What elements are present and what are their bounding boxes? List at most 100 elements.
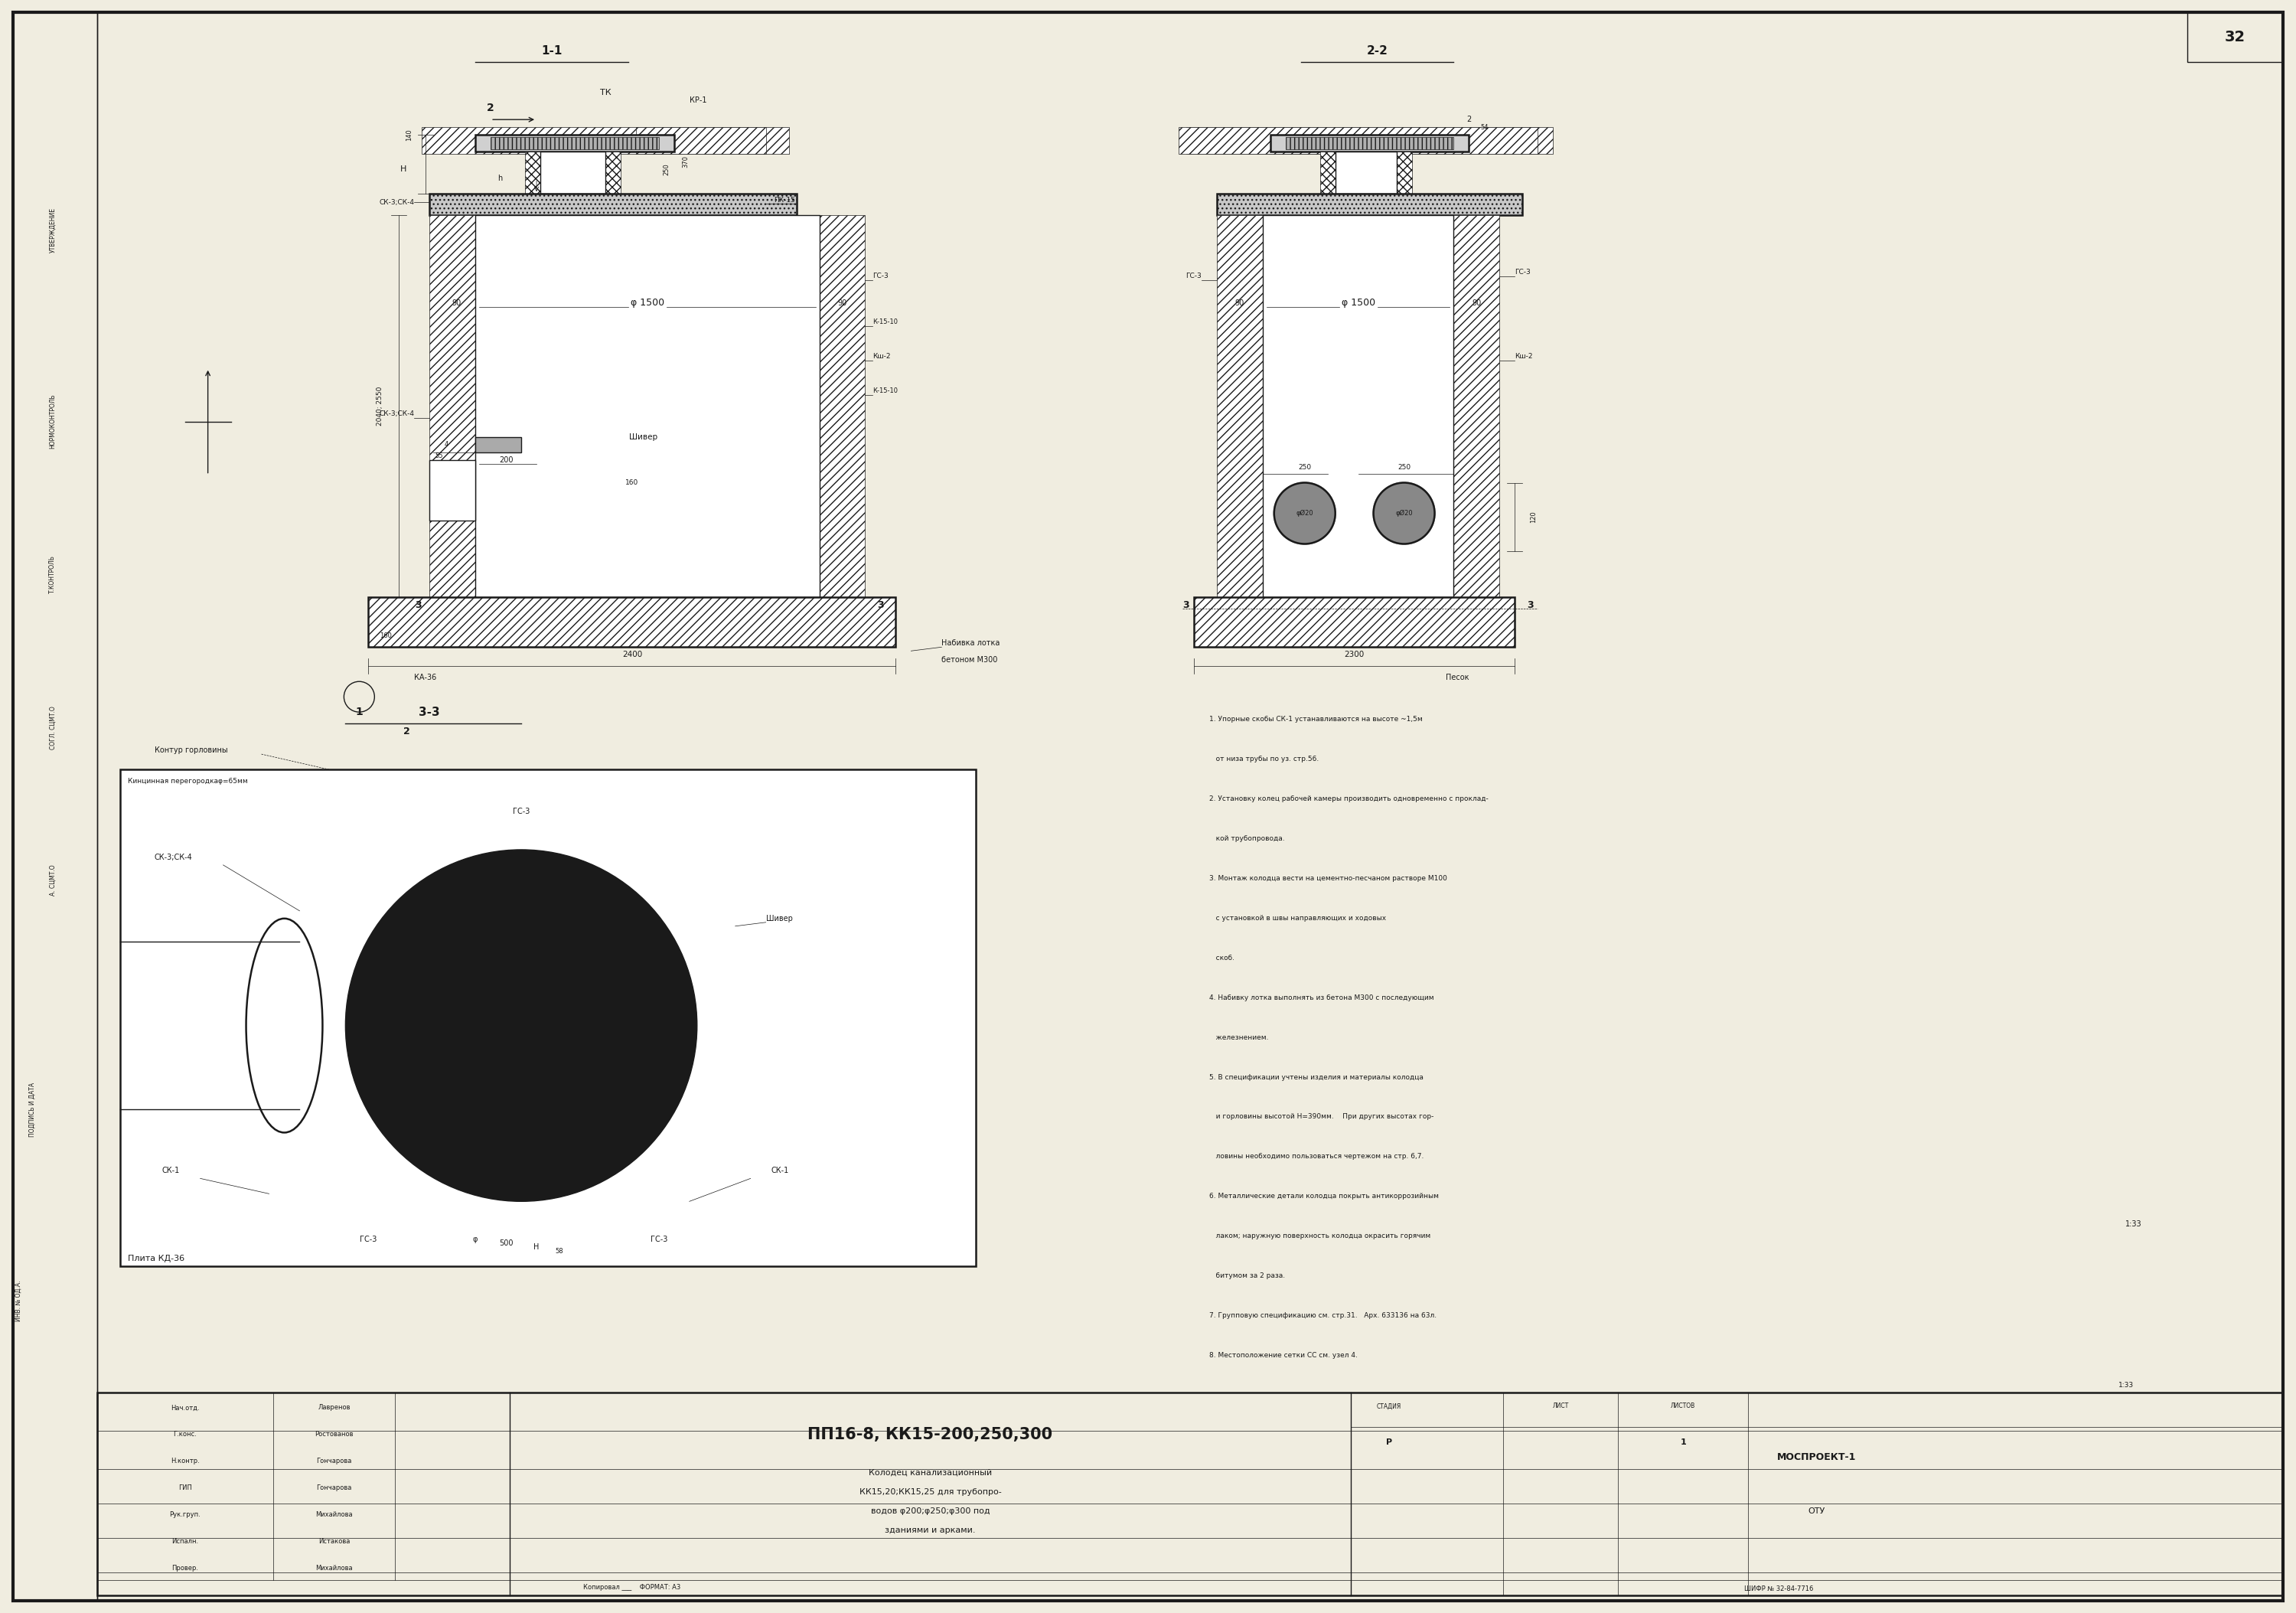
Text: 5. В спецификации учтены изделия и материалы колодца: 5. В спецификации учтены изделия и матер… bbox=[1210, 1074, 1424, 1081]
Text: ГС-3: ГС-3 bbox=[512, 808, 530, 815]
Text: 90: 90 bbox=[1235, 300, 1244, 306]
Text: 120: 120 bbox=[1529, 511, 1536, 523]
Text: 370: 370 bbox=[682, 155, 689, 168]
Text: φ: φ bbox=[473, 1236, 478, 1244]
Bar bbox=[1336, 152, 1396, 194]
Text: 6. Металлические детали колодца покрыть антикоррозийным: 6. Металлические детали колодца покрыть … bbox=[1210, 1194, 1440, 1200]
Text: Нач.отд.: Нач.отд. bbox=[170, 1405, 200, 1411]
Text: с установкой в швы направляющих и ходовых: с установкой в швы направляющих и ходовы… bbox=[1210, 915, 1387, 921]
Text: Рук.груп.: Рук.груп. bbox=[170, 1511, 200, 1518]
Text: ПОДПИСЬ И ДАТА: ПОДПИСЬ И ДАТА bbox=[28, 1082, 34, 1137]
Text: 3-3: 3-3 bbox=[418, 706, 441, 718]
Text: КК15,20;КК15,25 для трубопро-: КК15,20;КК15,25 для трубопро- bbox=[859, 1489, 1001, 1495]
Text: ТК: ТК bbox=[599, 89, 611, 97]
Bar bbox=[1270, 135, 1469, 152]
Bar bbox=[1286, 137, 1453, 150]
Text: Лавренов: Лавренов bbox=[317, 1405, 351, 1411]
Bar bbox=[491, 137, 659, 150]
Text: Набивка лотка: Набивка лотка bbox=[941, 639, 1001, 647]
Bar bbox=[2188, 13, 2282, 63]
Text: Гончарова: Гончарова bbox=[317, 1458, 351, 1465]
Text: 2: 2 bbox=[1467, 116, 1472, 123]
Text: ЛИСТОВ: ЛИСТОВ bbox=[1671, 1403, 1694, 1410]
Text: ловины необходимо пользоваться чертежом на стр. 6,7.: ловины необходимо пользоваться чертежом … bbox=[1210, 1153, 1424, 1160]
Text: Кш-2: Кш-2 bbox=[872, 353, 891, 360]
Text: СК-1: СК-1 bbox=[771, 1166, 790, 1174]
Text: Кш-2: Кш-2 bbox=[1515, 353, 1534, 360]
Text: Т.КОНТРОЛЬ: Т.КОНТРОЛЬ bbox=[48, 555, 55, 594]
Text: водов φ200;φ250;φ300 под: водов φ200;φ250;φ300 под bbox=[870, 1507, 990, 1515]
Text: СК-1: СК-1 bbox=[163, 1166, 179, 1174]
Text: ПП16-8, КК15-200,250,300: ПП16-8, КК15-200,250,300 bbox=[808, 1428, 1052, 1442]
Text: 1:33: 1:33 bbox=[2126, 1221, 2142, 1227]
Text: Истакова: Истакова bbox=[319, 1539, 349, 1545]
Text: ГС-3: ГС-3 bbox=[650, 1236, 668, 1244]
Text: 2400: 2400 bbox=[622, 652, 643, 658]
Text: УТВЕРЖДЕНИЕ: УТВЕРЖДЕНИЕ bbox=[48, 208, 55, 253]
Bar bbox=[526, 152, 540, 194]
Bar bbox=[429, 460, 475, 521]
Text: лаком; наружную поверхность колодца окрасить горячим: лаком; наружную поверхность колодца окра… bbox=[1210, 1232, 1430, 1240]
Text: Михайлова: Михайлова bbox=[315, 1565, 354, 1571]
Bar bbox=[606, 152, 620, 194]
Bar bbox=[429, 194, 797, 215]
Bar bbox=[1194, 597, 1515, 647]
Text: ОТУ: ОТУ bbox=[1809, 1507, 1825, 1515]
Text: и горловины высотой Н=390мм.    При других высотах гор-: и горловины высотой Н=390мм. При других … bbox=[1210, 1113, 1433, 1121]
Text: 4. Набивку лотка выполнять из бетона М300 с последующим: 4. Набивку лотка выполнять из бетона М30… bbox=[1210, 994, 1435, 1002]
Text: 2: 2 bbox=[487, 103, 494, 113]
Text: Песок: Песок bbox=[1446, 674, 1469, 682]
Text: Н: Н bbox=[533, 1244, 540, 1252]
Text: 160: 160 bbox=[625, 479, 638, 486]
Text: ШИФР № 32-84-7716: ШИФР № 32-84-7716 bbox=[1745, 1586, 1814, 1592]
Bar bbox=[1217, 215, 1263, 597]
Text: 2-2: 2-2 bbox=[1366, 45, 1389, 56]
Bar bbox=[1187, 127, 1552, 153]
Bar bbox=[367, 597, 895, 647]
Bar bbox=[1396, 152, 1412, 194]
Text: 160: 160 bbox=[379, 632, 393, 639]
Bar bbox=[475, 215, 820, 597]
Text: ГС-3: ГС-3 bbox=[1185, 273, 1201, 279]
Text: 1: 1 bbox=[356, 706, 363, 718]
Text: СК-3;СК-4: СК-3;СК-4 bbox=[379, 198, 413, 205]
Text: 1-1: 1-1 bbox=[542, 45, 563, 56]
Text: Копировал ___    ФОРМАТ: А3: Копировал ___ ФОРМАТ: А3 bbox=[583, 1584, 682, 1590]
Text: ГС-3: ГС-3 bbox=[360, 1236, 377, 1244]
Text: ПК-15: ПК-15 bbox=[774, 197, 794, 203]
Bar bbox=[1320, 152, 1336, 194]
Text: 90: 90 bbox=[838, 300, 847, 306]
Text: 3: 3 bbox=[877, 600, 884, 610]
Text: φØ20: φØ20 bbox=[1396, 510, 1412, 516]
Text: Гончарова: Гончарова bbox=[317, 1484, 351, 1492]
Bar bbox=[14, 13, 96, 1600]
Text: 54: 54 bbox=[1481, 124, 1488, 131]
Text: 32: 32 bbox=[2225, 29, 2245, 44]
Text: Р: Р bbox=[1387, 1439, 1391, 1445]
Text: Михайлова: Михайлова bbox=[315, 1511, 354, 1518]
Text: 58: 58 bbox=[556, 1247, 563, 1255]
Text: железнением.: железнением. bbox=[1210, 1034, 1267, 1040]
Text: Шивер: Шивер bbox=[767, 915, 792, 923]
Bar bbox=[1194, 597, 1515, 647]
Bar bbox=[475, 437, 521, 452]
Text: 90: 90 bbox=[452, 300, 461, 306]
Text: скоб.: скоб. bbox=[1210, 955, 1235, 961]
Text: ЛИСТ: ЛИСТ bbox=[1552, 1403, 1568, 1410]
Text: Кинцинная перегородкаφ=65мм: Кинцинная перегородкаφ=65мм bbox=[129, 777, 248, 784]
Bar bbox=[475, 135, 675, 152]
Text: кой трубопровода.: кой трубопровода. bbox=[1210, 836, 1286, 842]
Bar bbox=[1263, 215, 1453, 597]
Text: 4: 4 bbox=[445, 440, 448, 448]
Text: φ 1500: φ 1500 bbox=[631, 298, 664, 308]
Text: h: h bbox=[498, 174, 503, 182]
Bar bbox=[429, 194, 797, 215]
Circle shape bbox=[344, 850, 698, 1202]
Text: СТАДИЯ: СТАДИЯ bbox=[1375, 1403, 1401, 1410]
Text: 140: 140 bbox=[406, 129, 413, 140]
Text: 250: 250 bbox=[1297, 465, 1311, 471]
Text: 2300: 2300 bbox=[1345, 652, 1364, 658]
Text: КР-1: КР-1 bbox=[689, 97, 707, 105]
Text: СОГЛ. СЦМТ.О: СОГЛ. СЦМТ.О bbox=[48, 705, 55, 748]
Text: ГС-3: ГС-3 bbox=[1515, 269, 1531, 276]
